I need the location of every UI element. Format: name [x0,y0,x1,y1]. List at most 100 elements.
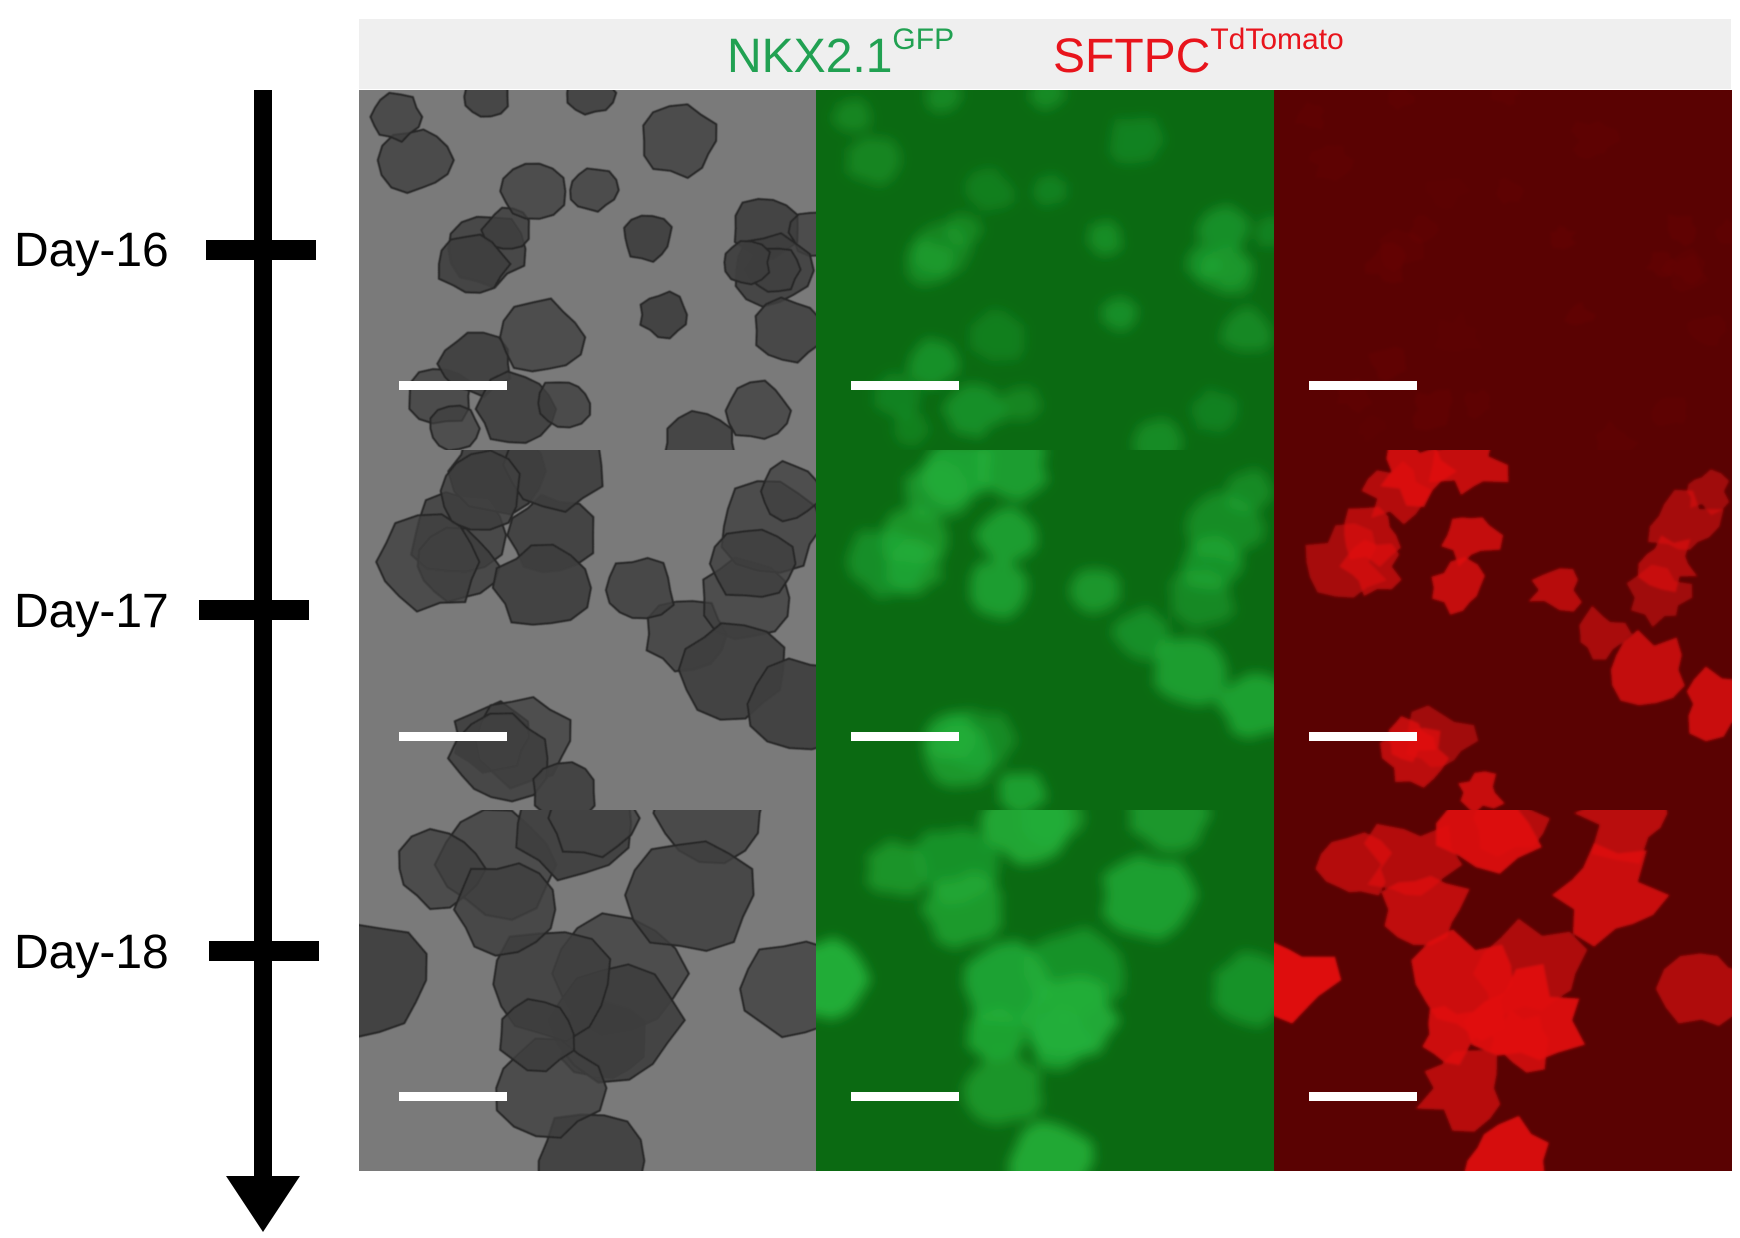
organoid-tdtomato [1579,605,1632,660]
organoid-tdtomato [1473,810,1550,857]
organoid-tdtomato [1647,489,1724,550]
organoid-gfp [998,773,1047,811]
organoid-brightfield [429,404,481,451]
micrograph-tdtomato-16 [1274,90,1732,451]
tick-day-17 [199,600,309,620]
organoid-gfp [941,383,1007,439]
organoid-gfp [998,386,1043,421]
organoid-brightfield [532,761,596,811]
organoid-gfp [963,940,1052,1023]
scale-bar [1309,732,1417,741]
organoid-gfp [925,90,963,113]
organoid-brightfield [499,297,587,373]
organoid-gfp [1009,1120,1095,1171]
timeline-arrowhead [226,1176,300,1232]
micrograph-gfp-17 [816,450,1274,811]
organoid-gfp [966,1007,1026,1061]
organoid-tdtomato [1528,568,1582,612]
sftpc-tdtomato-label: SFTPCTdTomato [1053,25,1344,85]
organoid-tdtomato [1610,629,1685,706]
organoid-gfp [962,1051,1043,1125]
organoid-gfp [1255,215,1274,247]
micrograph-tdtomato-17 [1274,450,1732,811]
organoid-tdtomato [1686,666,1732,742]
panel-brightfield-day-18 [359,810,817,1171]
scale-bar [851,381,959,390]
organoid-brightfield [642,103,718,180]
scale-bar [1309,381,1417,390]
organoid-gfp [865,839,925,896]
organoid-gfp [1181,534,1245,591]
organoid-gfp [1102,854,1198,941]
organoid-gfp [1132,418,1184,451]
organoid-tdtomato [1463,964,1586,1061]
organoid-tdtomato [1305,523,1387,598]
organoid-gfp [906,238,956,286]
scale-bar [399,381,507,390]
organoid-gfp [846,530,928,599]
organoid-gfp [1033,172,1067,208]
gfp-superscript: GFP [892,23,955,56]
organoid-gfp [969,308,1025,362]
organoid-tdtomato [1381,875,1470,946]
sftpc-label-text: SFTPC [1053,30,1211,83]
organoid-tdtomato [1274,942,1342,1024]
organoid-gfp [1189,387,1238,434]
organoid-tdtomato [1655,953,1732,1027]
panel-brightfield-day-17 [359,450,817,811]
organoid-brightfield [369,91,424,143]
organoid-tdtomato [1645,251,1678,278]
panel-gfp-day-17 [816,450,1274,811]
organoid-brightfield [452,862,557,957]
scale-bar [399,732,507,741]
organoid-gfp [906,338,961,389]
micrograph-brightfield-16 [359,90,817,451]
organoid-brightfield [499,998,576,1073]
organoid-brightfield [376,128,455,194]
organoid-tdtomato [1415,1049,1501,1132]
organoid-tdtomato [1667,214,1697,247]
organoid-gfp [1208,249,1254,289]
panel-tdtomato-day-17 [1274,450,1732,811]
organoid-tdtomato [1637,535,1698,593]
organoid-brightfield [739,940,817,1039]
organoid-tdtomato [1564,301,1597,325]
micrograph-tdtomato-18 [1274,810,1732,1171]
organoid-brightfield [746,657,817,751]
nkx21-label-text: NKX2.1 [727,30,893,83]
scale-bar [1309,1092,1417,1101]
organoid-brightfield [499,162,567,220]
organoid-tdtomato [1458,771,1505,811]
organoid-gfp [1021,810,1086,847]
organoid-gfp [905,460,970,519]
tick-day-18 [209,941,319,961]
organoid-gfp [970,560,1028,620]
organoid-brightfield [566,90,618,116]
organoid-gfp [973,507,1038,565]
microscopy-grid [359,90,1732,1171]
organoid-brightfield [537,381,592,429]
organoid-brightfield [375,513,481,613]
organoid-tdtomato [1549,225,1577,250]
scale-bar [851,1092,959,1101]
organoid-tdtomato [1464,1115,1549,1171]
panel-tdtomato-day-18 [1274,810,1732,1171]
organoid-gfp [845,136,902,187]
day-18-label: Day-18 [14,926,169,979]
micrograph-brightfield-18 [359,810,817,1171]
micrograph-brightfield-17 [359,450,817,811]
organoid-gfp [1087,219,1123,256]
micrograph-gfp-18 [816,810,1274,1171]
panel-background [1274,450,1732,811]
organoid-brightfield [604,556,675,620]
organoid-gfp [1215,673,1274,739]
organoid-tdtomato [1412,389,1453,431]
organoid-brightfield [723,239,772,286]
organoid-tdtomato [1431,557,1485,615]
organoid-brightfield [569,167,620,213]
organoid-gfp [964,168,1016,213]
organoid-gfp [1225,468,1274,513]
organoid-brightfield [437,233,512,294]
panel-gfp-day-16 [816,90,1274,451]
organoid-gfp [1220,306,1273,352]
